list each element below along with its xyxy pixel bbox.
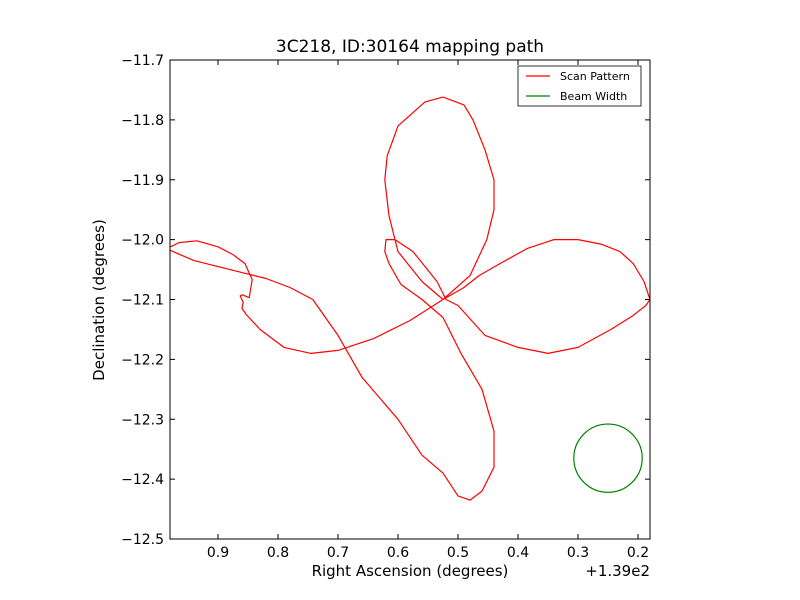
x-tick-label: 0.9	[207, 545, 229, 561]
y-tick-label: −11.7	[121, 53, 164, 69]
x-axis-offset-label: +1.39e2	[585, 562, 650, 580]
y-tick-label: −12.4	[121, 472, 164, 488]
y-tick-label: −12.0	[121, 233, 164, 249]
x-tick-label: 0.5	[447, 545, 469, 561]
plot-frame	[169, 59, 651, 540]
legend-label-scan-pattern: Scan Pattern	[560, 70, 630, 83]
x-tick-label: 0.3	[567, 545, 589, 561]
x-tick-label: 0.6	[387, 545, 409, 561]
legend-label-beam-width: Beam Width	[560, 90, 627, 103]
plot-series	[170, 96, 650, 501]
x-tick-label: 0.2	[627, 545, 649, 561]
x-tick-label: 0.4	[507, 545, 529, 561]
axis-ticks: 0.9 0.8 0.7 0.6 0.5 0.4 0.3 0.2 −11.7 −11.8 −11.9 −…	[121, 53, 650, 561]
y-tick-label: −12.1	[121, 293, 164, 309]
x-tick-label: 0.7	[327, 545, 349, 561]
chart-title: 3C218, ID:30164 mapping path	[276, 37, 544, 57]
x-tick-label: 0.8	[267, 545, 289, 561]
legend-box	[517, 65, 642, 107]
y-tick-label: −11.9	[121, 173, 164, 189]
y-axis-label: Declination (degrees)	[90, 219, 108, 381]
y-tick-label: −11.8	[121, 113, 164, 129]
y-tick-label: −12.5	[121, 532, 164, 548]
y-tick-label: −12.2	[121, 352, 164, 368]
x-axis-label: Right Ascension (degrees)	[312, 562, 509, 580]
y-tick-label: −12.3	[121, 412, 164, 428]
beam-width-circle	[573, 423, 643, 493]
scan-pattern-line	[170, 96, 650, 501]
legend: Scan Pattern Beam Width	[517, 65, 642, 107]
